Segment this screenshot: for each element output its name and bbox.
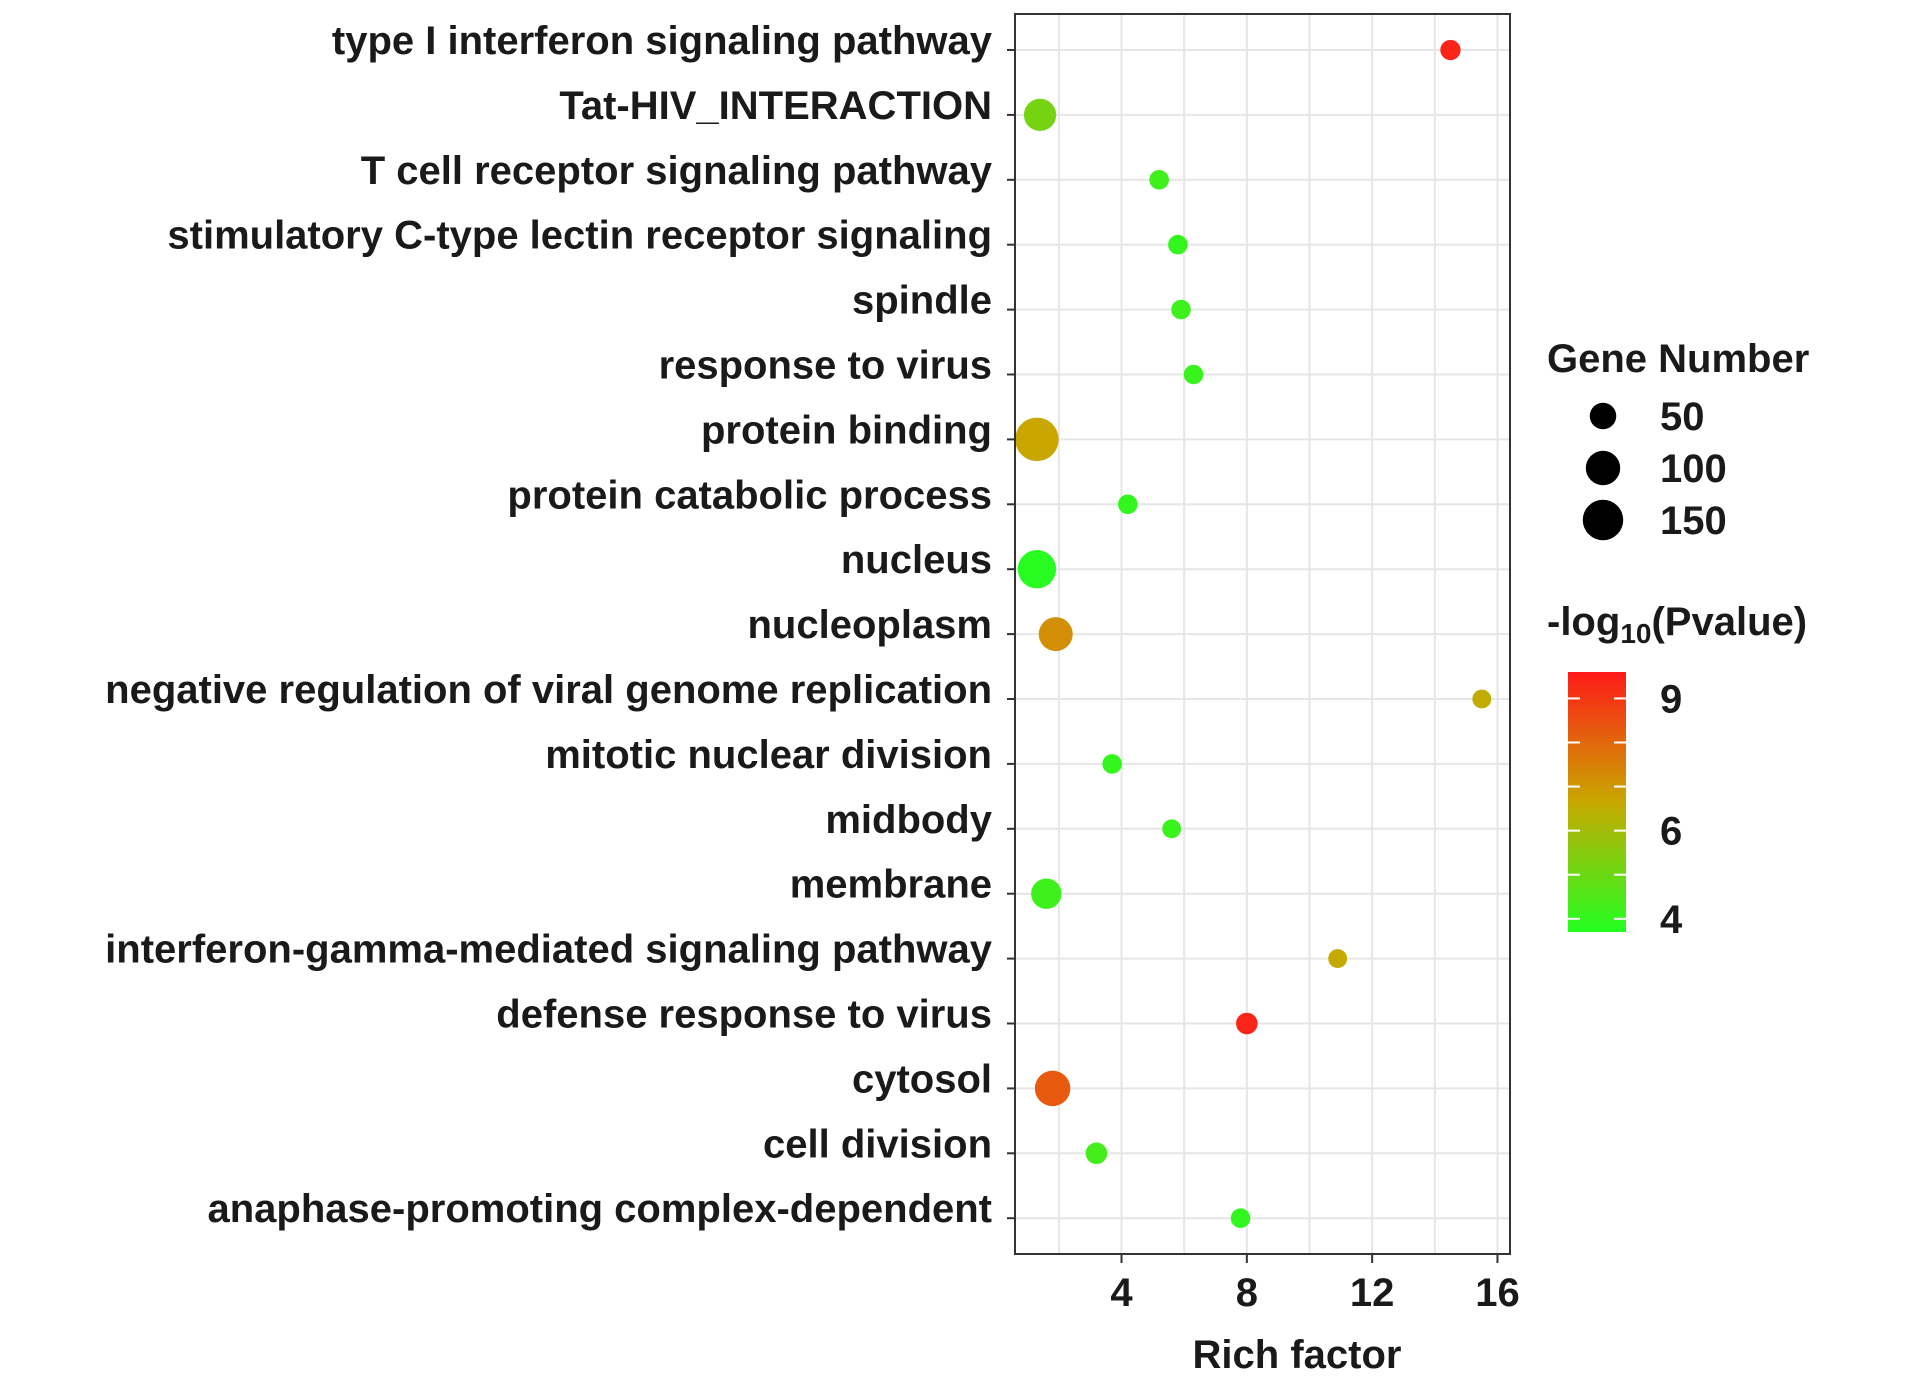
size-legend-key xyxy=(1585,450,1621,486)
color-legend-title-suffix: (Pvalue) xyxy=(1651,600,1807,644)
bubble-point[interactable] xyxy=(1162,819,1182,839)
y-tick-label: Tat-HIV_INTERACTION xyxy=(559,84,992,128)
y-tick-label: spindle xyxy=(852,279,992,323)
bubble-point[interactable] xyxy=(1015,417,1059,462)
y-tick-label: T cell receptor signaling pathway xyxy=(361,149,993,193)
bubble-point[interactable] xyxy=(1472,689,1492,709)
size-legend-label: 50 xyxy=(1660,395,1705,439)
color-legend-title-prefix: -log xyxy=(1547,600,1620,644)
bubble-point[interactable] xyxy=(1168,234,1188,255)
size-legend-label: 150 xyxy=(1660,499,1727,543)
size-legend-key xyxy=(1582,499,1624,541)
bubble-point[interactable] xyxy=(1031,878,1062,909)
y-tick-label: protein binding xyxy=(701,408,992,452)
x-axis: 4 8 12 16 xyxy=(1110,1254,1520,1315)
bubble-point[interactable] xyxy=(1236,1012,1258,1035)
y-tick-label: interferon-gamma-mediated signaling path… xyxy=(105,928,993,972)
color-legend-title: -log10(Pvalue) xyxy=(1547,600,1807,649)
bubble-point[interactable] xyxy=(1230,1208,1251,1228)
y-tick-label: type I interferon signaling pathway xyxy=(332,19,993,63)
color-legend: -log10(Pvalue) 9 6 4 xyxy=(1547,600,1807,942)
y-tick-label: cell division xyxy=(763,1122,992,1166)
bubble-point[interactable] xyxy=(1017,549,1057,589)
bubble-point[interactable] xyxy=(1149,170,1169,190)
x-axis-title: Rich factor xyxy=(1193,1333,1402,1377)
bubble-point[interactable] xyxy=(1085,1142,1108,1165)
y-tick-label: negative regulation of viral genome repl… xyxy=(105,668,992,712)
bubble-point[interactable] xyxy=(1038,617,1073,652)
size-legend: Gene Number 50 100 150 xyxy=(1547,337,1809,543)
size-legend-label: 100 xyxy=(1660,447,1727,491)
y-tick-label: response to virus xyxy=(659,344,992,388)
bubble-point[interactable] xyxy=(1102,754,1122,774)
y-tick-label: anaphase-promoting complex-dependent xyxy=(207,1187,992,1231)
y-tick-label: cytosol xyxy=(852,1057,992,1101)
bubble-point[interactable] xyxy=(1023,98,1057,132)
bubble-point[interactable] xyxy=(1171,299,1191,320)
y-tick-label: stimulatory C-type lectin receptor signa… xyxy=(167,214,992,258)
color-legend-title-subscript: 10 xyxy=(1620,618,1651,649)
y-tick-label: nucleus xyxy=(841,538,992,582)
y-tick-label: membrane xyxy=(790,863,992,907)
bubble-point[interactable] xyxy=(1440,39,1461,61)
y-axis-labels: type I interferon signaling pathway Tat-H… xyxy=(105,19,1015,1231)
x-tick-label: 4 xyxy=(1110,1271,1133,1315)
y-tick-label: defense response to virus xyxy=(496,993,992,1037)
plot-area xyxy=(1014,13,1511,1255)
bubble-point[interactable] xyxy=(1328,949,1348,969)
x-tick-label: 16 xyxy=(1475,1271,1520,1315)
bubble-point[interactable] xyxy=(1183,364,1204,385)
color-legend-label: 9 xyxy=(1660,677,1682,721)
bubble-point[interactable] xyxy=(1117,494,1138,515)
size-legend-title: Gene Number xyxy=(1547,337,1809,381)
color-legend-label: 4 xyxy=(1660,898,1683,942)
x-tick-label: 8 xyxy=(1236,1271,1258,1315)
y-tick-label: midbody xyxy=(825,798,992,842)
y-tick-label: nucleoplasm xyxy=(747,603,992,647)
color-legend-gradient-bar xyxy=(1568,672,1626,932)
bubble-point[interactable] xyxy=(1034,1070,1071,1107)
y-tick-label: protein catabolic process xyxy=(507,473,992,517)
size-legend-key xyxy=(1589,402,1617,430)
y-tick-label: mitotic nuclear division xyxy=(545,733,992,777)
x-tick-label: 12 xyxy=(1350,1271,1395,1315)
color-legend-label: 6 xyxy=(1660,810,1682,854)
